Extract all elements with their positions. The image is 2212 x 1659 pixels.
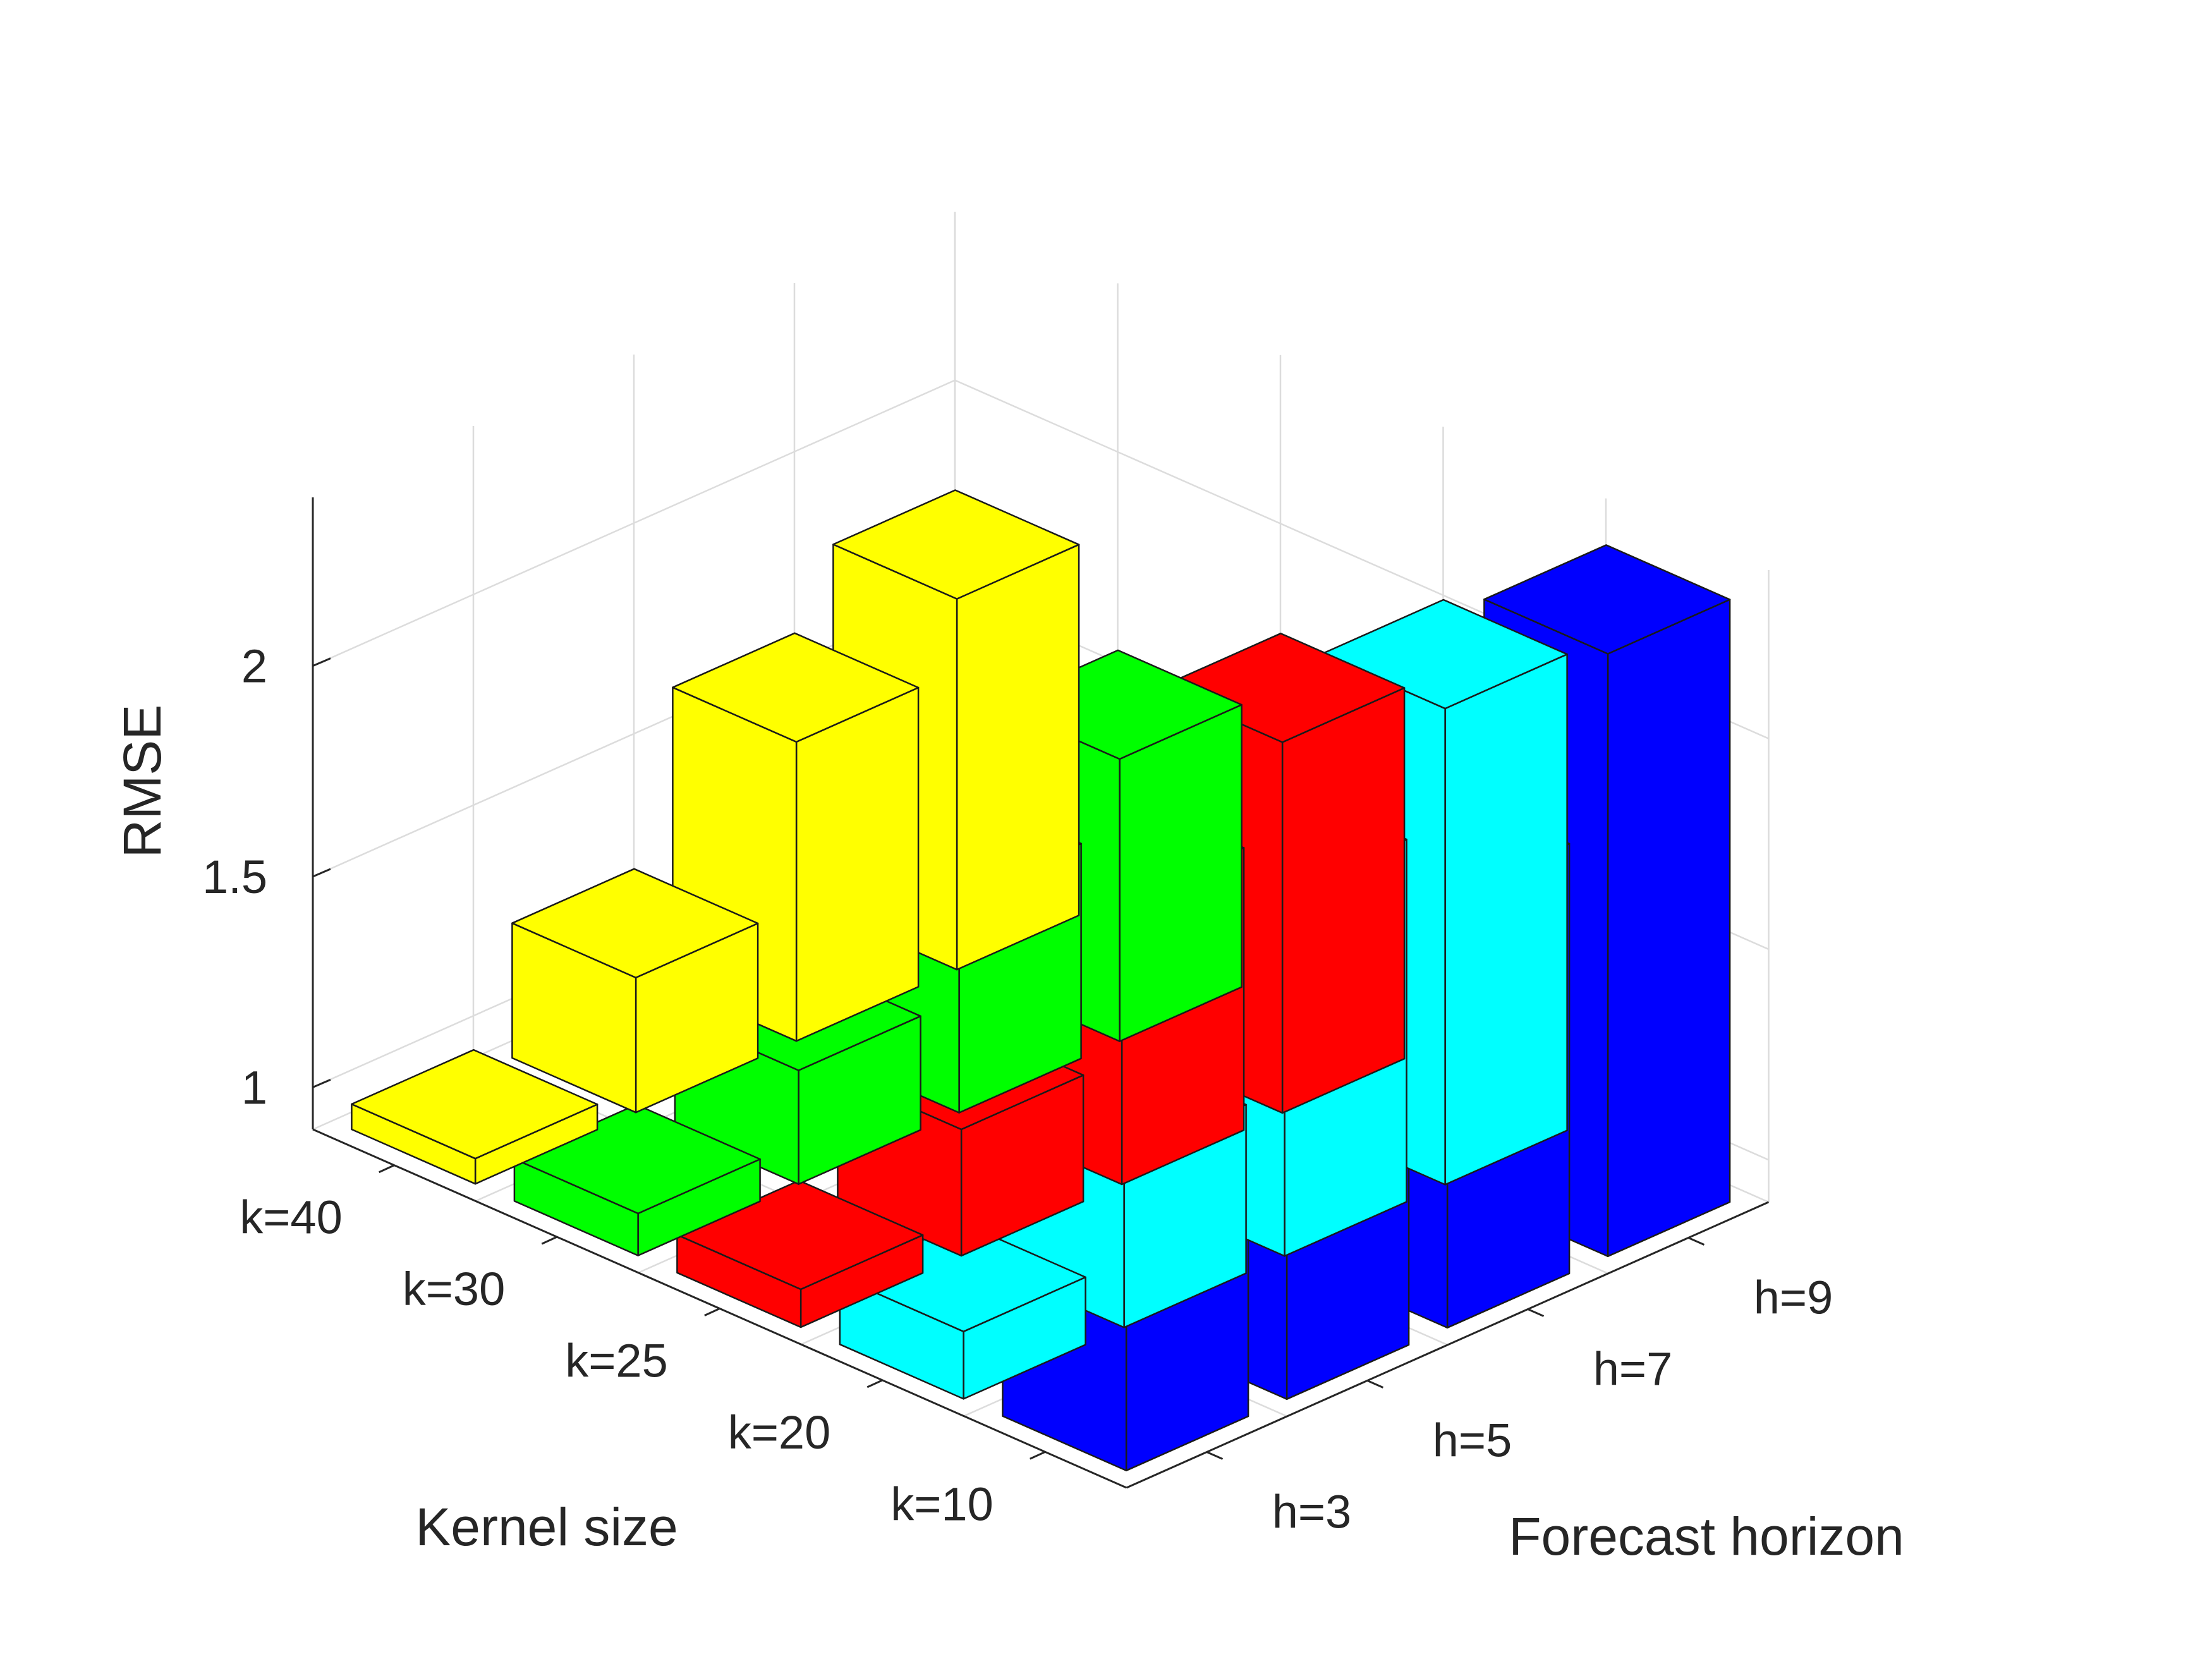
bar-top-face [511, 868, 759, 979]
horizon-tick-mark [1527, 1308, 1545, 1317]
bar-front-face [1281, 687, 1406, 1114]
horizon-tick-label: h=7 [1593, 1343, 1673, 1395]
z-tick-mark [312, 1078, 331, 1088]
bar-k=40-h=5 [511, 868, 759, 1114]
kernel-tick-label: k=40 [240, 1191, 343, 1244]
grid-line-back-horizontal [312, 379, 956, 667]
horizon-tick-label: h=3 [1272, 1486, 1352, 1538]
z-tick-label: 2 [241, 640, 267, 693]
horizon-tick-mark [1366, 1380, 1384, 1389]
kernel-tick-mark [704, 1308, 720, 1316]
horizon-tick-label: h=9 [1754, 1272, 1833, 1324]
kernel-tick-mark [379, 1164, 395, 1174]
kernel-tick-mark [1030, 1450, 1046, 1460]
bar-front-face [1444, 653, 1568, 1186]
bar-top-face [1483, 544, 1731, 655]
kernel-tick-label: k=25 [565, 1335, 668, 1387]
horizon-tick-label: h=5 [1433, 1414, 1512, 1467]
horizon-tick-mark [1687, 1237, 1705, 1246]
bar-top-face [672, 632, 920, 743]
kernel-axis-title: Kernel size [415, 1497, 678, 1557]
horizon-axis-title: Forecast horizon [1509, 1507, 1904, 1566]
horizon-tick-mark [1206, 1451, 1224, 1460]
bar-front-face [795, 686, 920, 1042]
bar-front-face [1607, 599, 1731, 1258]
bar-k=40-h=7 [672, 632, 920, 1042]
axes-layer [312, 497, 1770, 1489]
z-tick-label: 1.5 [202, 851, 267, 903]
bar-front-face [956, 544, 1080, 971]
bar-front-face [1119, 703, 1243, 1042]
kernel-tick-label: k=10 [890, 1478, 994, 1530]
kernel-tick-mark [541, 1236, 557, 1245]
bar-k=40-h=3 [351, 1048, 599, 1185]
kernel-tick-label: k=20 [728, 1406, 831, 1459]
z-axis-title: RMSE [112, 705, 172, 858]
bar-top-face [351, 1048, 599, 1160]
z-tick-mark [312, 657, 331, 667]
kernel-tick-mark [866, 1379, 883, 1389]
z-tick-label: 1 [241, 1061, 267, 1114]
kernel-tick-label: k=30 [403, 1263, 506, 1315]
labels-layer: 1 1.5 2 k=10 k=20 k=25 k=30 k=40 h=3 h=5 h=7 h=9 [202, 640, 1833, 1538]
z-tick-mark [312, 868, 331, 878]
bar-top-face [832, 489, 1080, 600]
bars-layer [351, 489, 1731, 1472]
horizon-axis-line [1126, 1201, 1770, 1489]
